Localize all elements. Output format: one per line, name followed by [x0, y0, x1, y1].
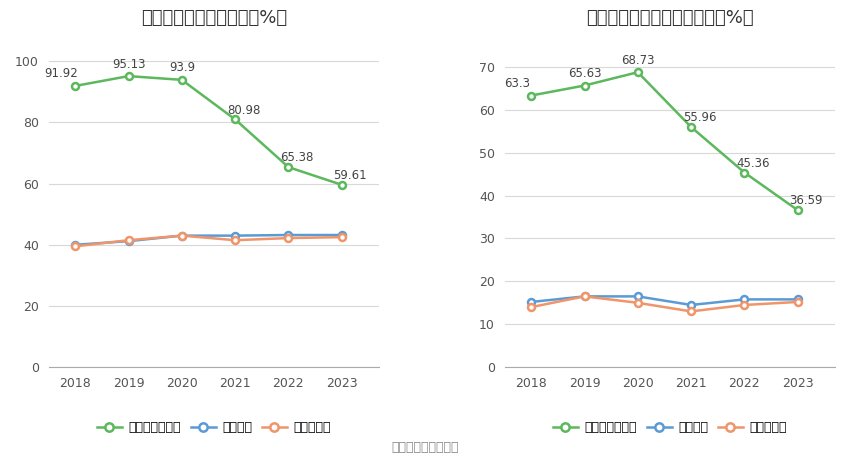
- Title: 近年来资产负债率情况（%）: 近年来资产负债率情况（%）: [141, 9, 286, 27]
- Text: 93.9: 93.9: [169, 62, 195, 74]
- Legend: 公司资产负债率, 行业均值, 行业中位数: 公司资产负债率, 行业均值, 行业中位数: [92, 416, 336, 439]
- Text: 95.13: 95.13: [112, 57, 145, 71]
- Text: 55.96: 55.96: [683, 111, 717, 124]
- Text: 数据来源：恒生聚源: 数据来源：恒生聚源: [391, 442, 459, 454]
- Text: 65.38: 65.38: [280, 151, 314, 164]
- Text: 80.98: 80.98: [227, 104, 260, 117]
- Legend: 有息资产负债率, 行业均值, 行业中位数: 有息资产负债率, 行业均值, 行业中位数: [548, 416, 791, 439]
- Text: 45.36: 45.36: [736, 157, 769, 170]
- Text: 65.63: 65.63: [568, 67, 601, 80]
- Title: 近年来有息资产负债率情况（%）: 近年来有息资产负债率情况（%）: [586, 9, 754, 27]
- Text: 59.61: 59.61: [333, 169, 367, 182]
- Text: 63.3: 63.3: [504, 77, 530, 90]
- Text: 91.92: 91.92: [44, 67, 78, 80]
- Text: 36.59: 36.59: [790, 194, 823, 207]
- Text: 68.73: 68.73: [621, 54, 654, 67]
